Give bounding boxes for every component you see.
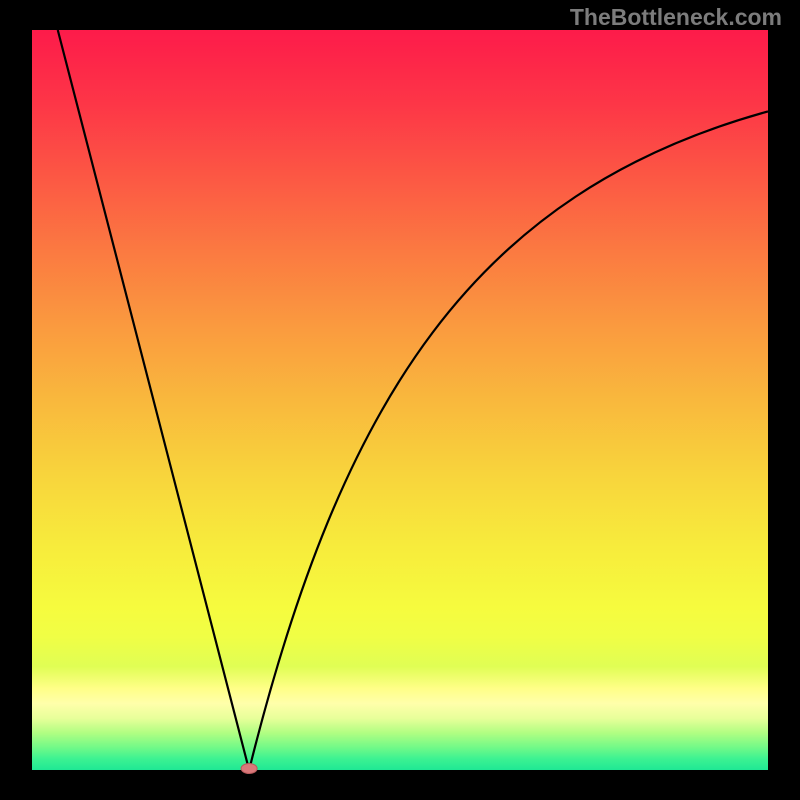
plot-area (32, 30, 768, 770)
optimum-marker (241, 764, 257, 774)
bottleneck-chart (0, 0, 800, 800)
chart-container: TheBottleneck.com (0, 0, 800, 800)
watermark-text: TheBottleneck.com (570, 4, 782, 31)
